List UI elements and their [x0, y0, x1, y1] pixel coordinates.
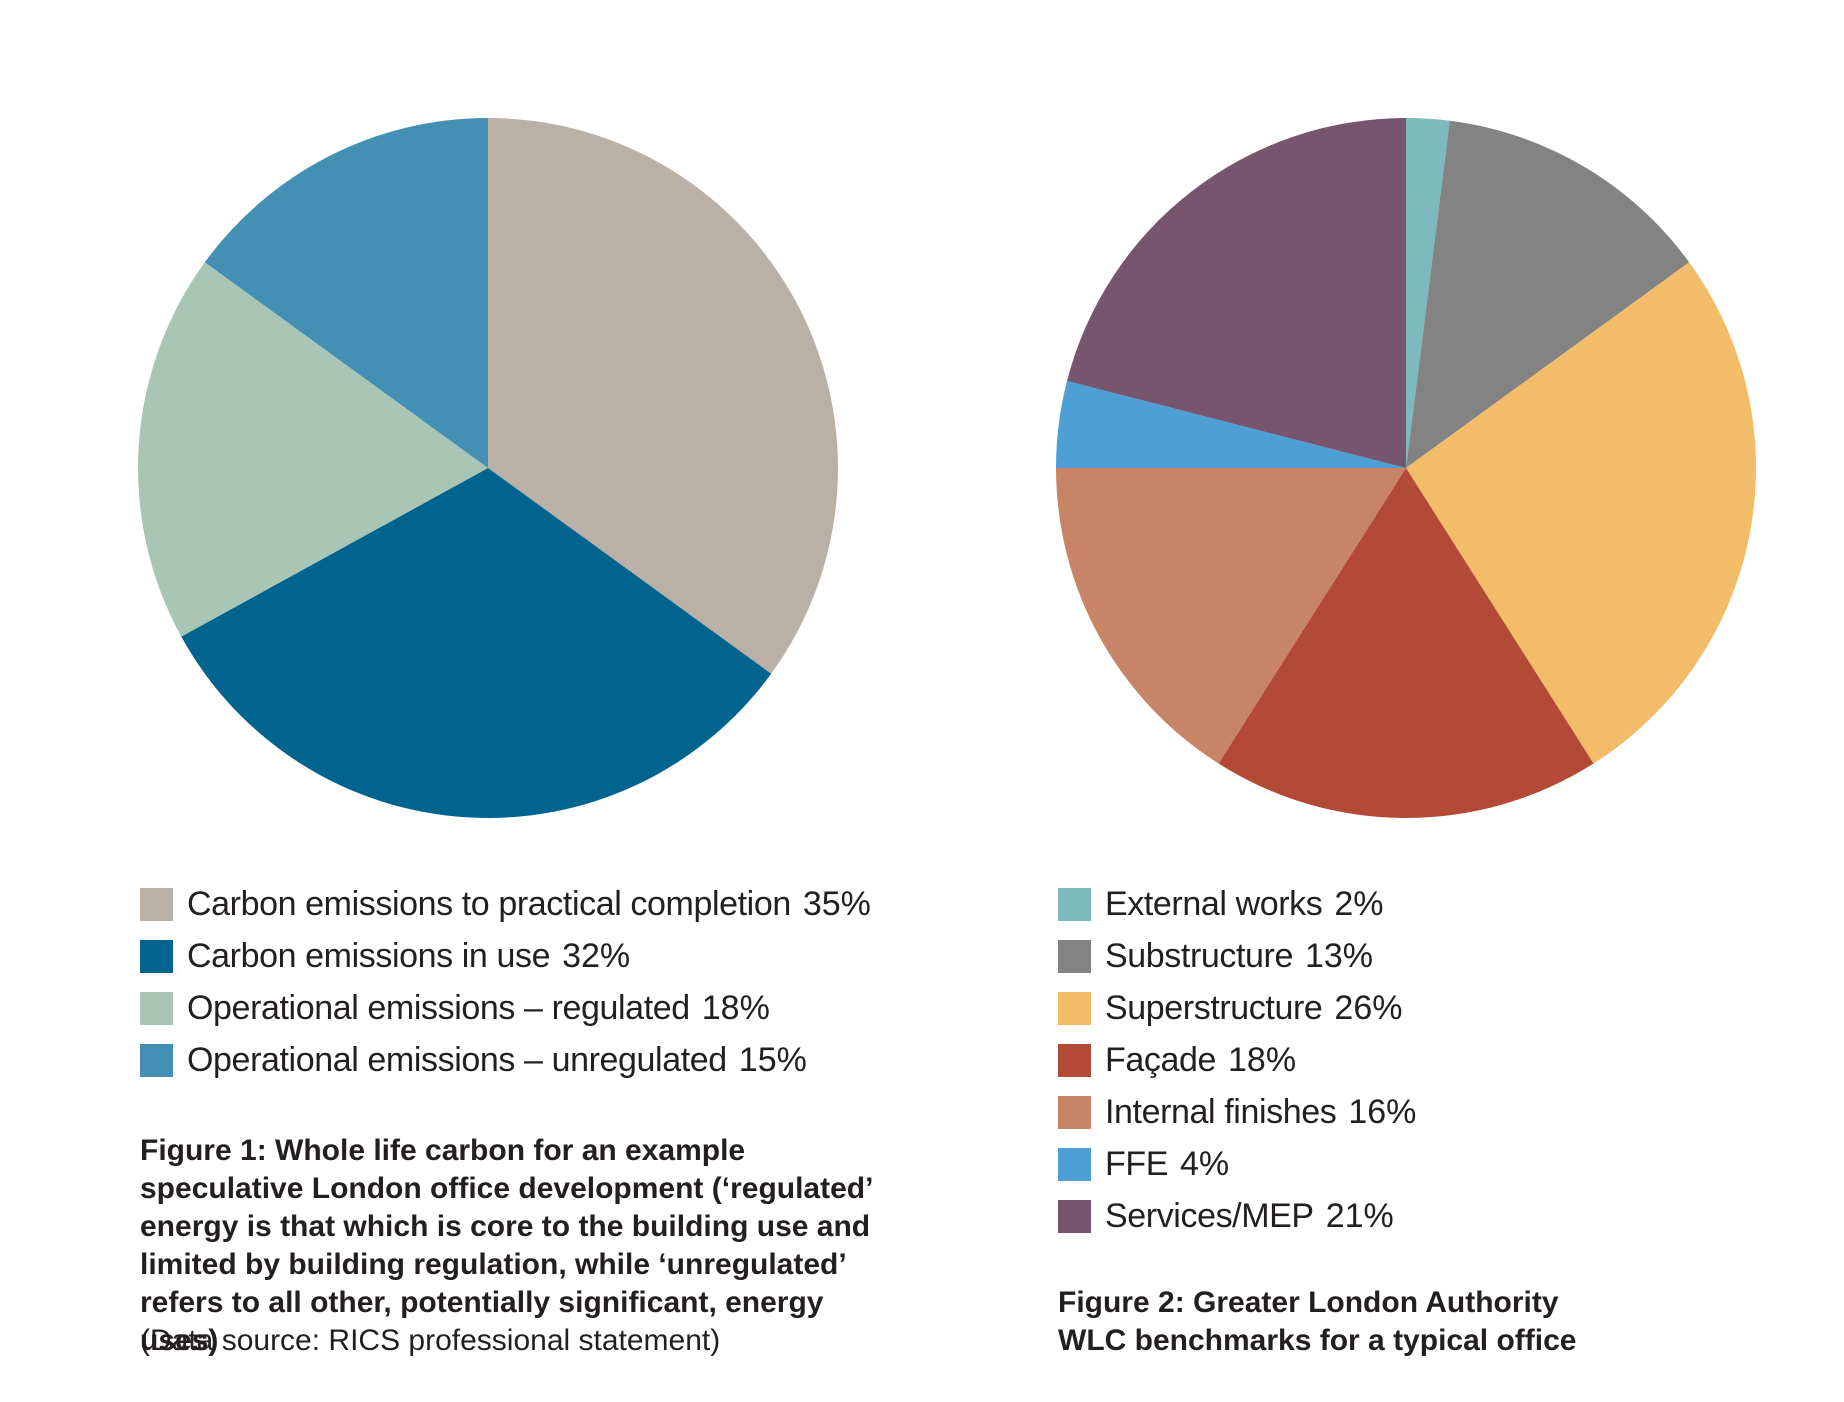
pie-slice-3 — [137, 262, 488, 637]
legend-swatch — [1058, 1095, 1091, 1129]
figure-1-caption: Figure 1: Whole life carbon for an examp… — [140, 1134, 872, 1357]
pie-slice-4 — [204, 118, 488, 468]
legend-label: Superstructure — [1105, 988, 1323, 1027]
pie-slice-1 — [1406, 118, 1450, 468]
pie-slice-2 — [1406, 120, 1690, 468]
legend-swatch — [140, 939, 173, 973]
legend-value: 18% — [701, 988, 770, 1027]
legend-value: 35% — [802, 884, 871, 923]
legend-value: 13% — [1304, 936, 1374, 975]
pie-slice-6 — [1056, 380, 1406, 468]
legend-value: 18% — [1228, 1040, 1297, 1079]
legend-label: Carbon emissions in use — [187, 936, 551, 975]
legend-value: 32% — [562, 936, 631, 975]
legend-swatch — [1058, 887, 1091, 921]
data-source-note: (Data source: RICS professional statemen… — [140, 1324, 721, 1357]
legend-2: External works 2% Substructure 13% Super… — [1058, 878, 1416, 1242]
legend-value: 16% — [1348, 1092, 1417, 1131]
legend-label: Operational emissions – regulated — [187, 988, 690, 1027]
legend-label: Carbon emissions to practical completion — [187, 884, 791, 923]
legend-item: Internal finishes 16% — [1058, 1086, 1416, 1138]
figure-2: External works 2% Substructure 13% Super… — [920, 0, 1844, 1402]
legend-label: External works — [1105, 884, 1323, 923]
pie-slice-5 — [1056, 468, 1406, 764]
legend-label: Services/MEP — [1105, 1196, 1314, 1235]
legend-value: 21% — [1325, 1196, 1394, 1235]
legend-item: Operational emissions – unregulated 15% — [140, 1034, 871, 1086]
legend-item: Carbon emissions to practical completion… — [140, 878, 871, 930]
pie-slice-4 — [1218, 468, 1594, 818]
legend-item: Operational emissions – regulated 18% — [140, 982, 871, 1034]
legend-value: 2% — [1334, 884, 1384, 923]
legend-swatch — [140, 991, 173, 1025]
legend-value: 4% — [1180, 1144, 1230, 1183]
figure-2-caption: Figure 2: Greater London Authority WLC b… — [1058, 1286, 1577, 1357]
legend-swatch — [140, 887, 173, 921]
pie-slice-7 — [1067, 118, 1406, 468]
legend-label: Operational emissions – unregulated — [187, 1040, 727, 1079]
pie-slice-2 — [181, 468, 772, 819]
legend-label: Substructure — [1105, 936, 1293, 975]
legend-item: Superstructure 26% — [1058, 982, 1416, 1034]
legend-swatch — [1058, 1043, 1091, 1077]
legend-swatch — [1058, 939, 1091, 973]
legend-swatch — [1058, 1199, 1091, 1233]
legend-item: Carbon emissions in use 32% — [140, 930, 871, 982]
legend-1: Carbon emissions to practical completion… — [140, 878, 871, 1086]
legend-value: 26% — [1334, 988, 1403, 1027]
legend-value: 15% — [738, 1040, 807, 1079]
legend-label: Façade — [1105, 1040, 1217, 1079]
figure-1: Carbon emissions to practical completion… — [0, 0, 920, 1402]
legend-swatch — [1058, 991, 1091, 1025]
legend-swatch — [1058, 1147, 1091, 1181]
legend-item: Substructure 13% — [1058, 930, 1416, 982]
legend-item: External works 2% — [1058, 878, 1416, 930]
legend-label: FFE — [1105, 1144, 1169, 1183]
pie-slice-1 — [488, 118, 839, 674]
legend-label: Internal finishes — [1105, 1092, 1337, 1131]
legend-item: FFE 4% — [1058, 1138, 1416, 1190]
legend-item: Services/MEP 21% — [1058, 1190, 1416, 1242]
pie-slice-3 — [1406, 262, 1756, 764]
legend-item: Façade 18% — [1058, 1034, 1416, 1086]
pie-chart-2 — [1056, 118, 1756, 818]
legend-swatch — [140, 1043, 173, 1077]
pie-chart-1 — [137, 118, 839, 819]
